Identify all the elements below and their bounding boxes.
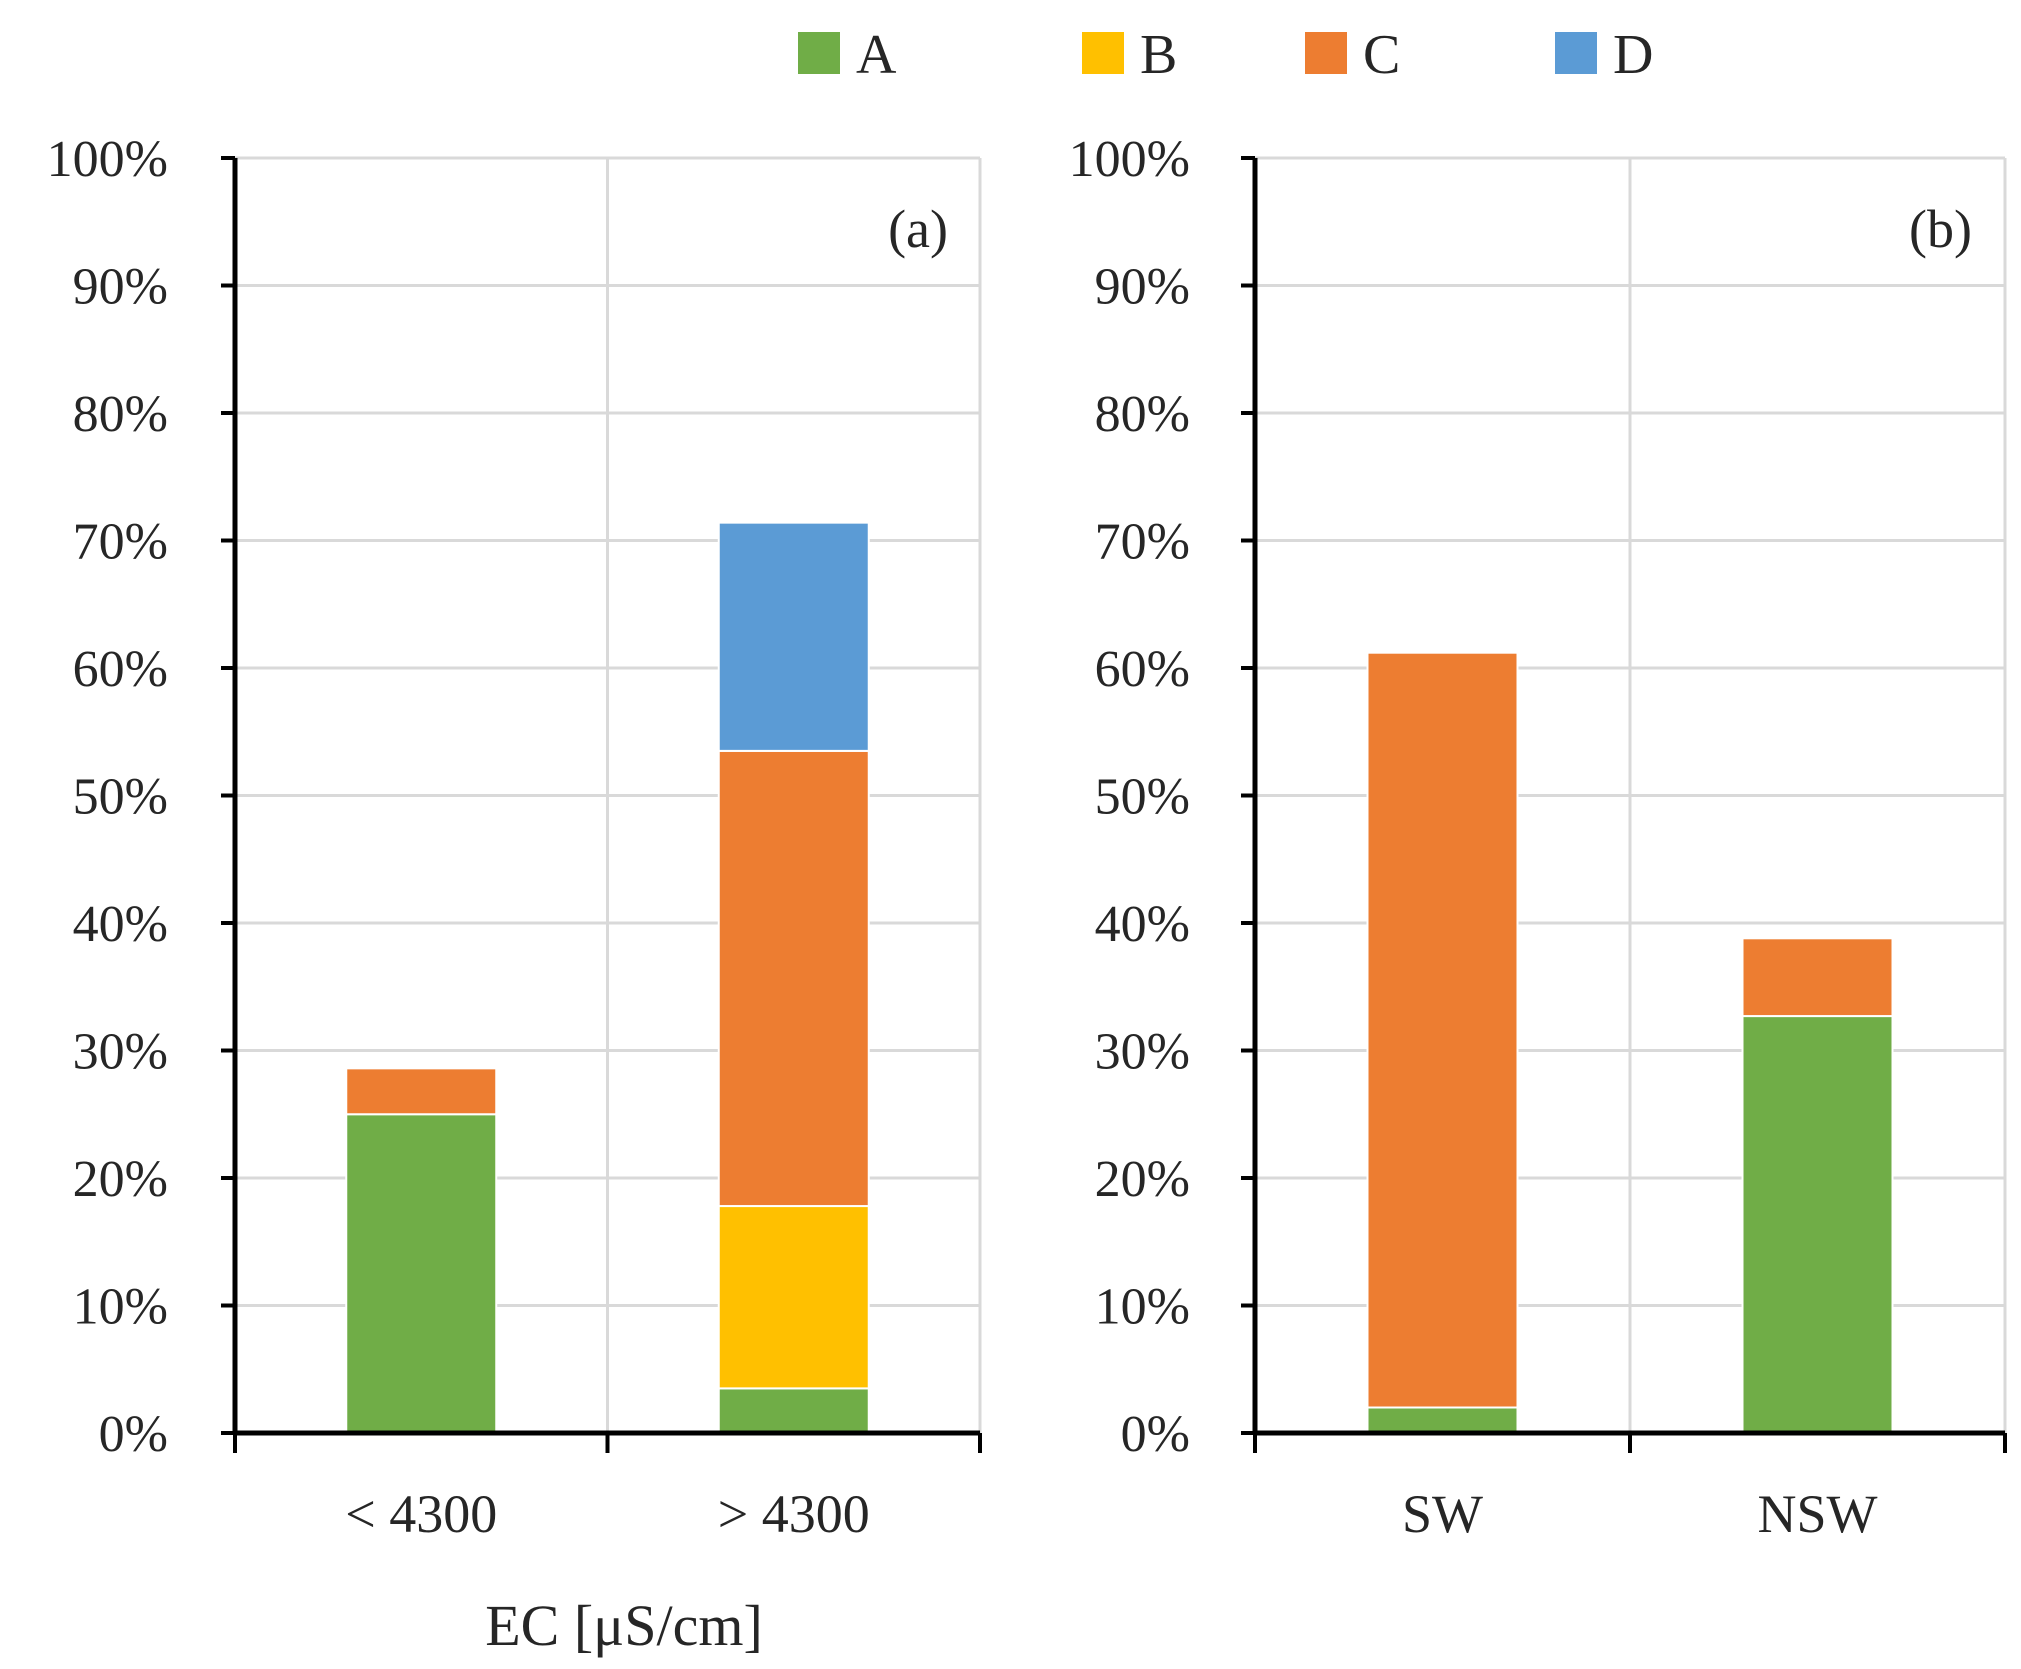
y-tick-label: 90% [73, 259, 168, 316]
y-tick-label: 60% [73, 641, 168, 698]
x-category-label: > 4300 [718, 1484, 870, 1544]
bar-segment-c [345, 1067, 498, 1116]
y-tick-label: 10% [73, 1279, 168, 1336]
y-tick-label: 0% [99, 1406, 168, 1463]
x-category-label: < 4300 [345, 1484, 497, 1544]
y-tick-label: 100% [47, 131, 168, 188]
y-tick-label: 90% [1095, 259, 1190, 316]
x-category-label: SW [1402, 1484, 1483, 1544]
y-tick-label: 60% [1095, 641, 1190, 698]
y-tick-label: 30% [73, 1024, 168, 1081]
bar-segment-a [717, 1387, 870, 1434]
legend-label-a: A [856, 24, 897, 86]
panel-b: 0% 10% 20% 30% 40% 50% 60% 70% 80% 90% 100% SW NSW (b… [1069, 131, 2007, 1544]
bar-segment-a [1741, 1015, 1894, 1434]
bar-segment-d [717, 521, 870, 752]
legend-label-b: B [1140, 24, 1177, 86]
y-tick-label: 70% [73, 514, 168, 571]
y-tick-label: 30% [1095, 1024, 1190, 1081]
x-axis-title: EC [μS/cm] [485, 1593, 763, 1658]
y-tick-label: 100% [1069, 131, 1190, 188]
panel-label: (b) [1909, 199, 1972, 259]
y-tick-label: 20% [1095, 1151, 1190, 1208]
y-tick-label: 80% [73, 386, 168, 443]
y-tick-label: 20% [73, 1151, 168, 1208]
legend-label-d: D [1613, 24, 1653, 86]
y-tick-label: 50% [1095, 769, 1190, 826]
bar-segment-c [717, 749, 870, 1208]
bar-segment-c [1366, 651, 1519, 1409]
bar-segment-c [1741, 937, 1894, 1018]
legend-swatch-a [798, 32, 840, 74]
y-tick-label: 40% [73, 896, 168, 953]
legend-label-c: C [1363, 24, 1400, 86]
bar-segment-b [717, 1205, 870, 1390]
legend: A B C D [798, 24, 1653, 86]
bar-segment-a [345, 1113, 498, 1434]
panel-label: (a) [888, 199, 948, 259]
panel-a: 0% 10% 20% 30% 40% 50% 60% 70% 80% 90% 100% < 4300 >… [47, 131, 982, 1658]
y-tick-label: 70% [1095, 514, 1190, 571]
y-tick-label: 80% [1095, 386, 1190, 443]
y-tick-label: 10% [1095, 1279, 1190, 1336]
y-tick-label: 40% [1095, 896, 1190, 953]
x-category-label: NSW [1758, 1484, 1878, 1544]
legend-swatch-c [1305, 32, 1347, 74]
legend-swatch-d [1555, 32, 1597, 74]
bar-segment-a [1366, 1406, 1519, 1434]
legend-swatch-b [1082, 32, 1124, 74]
y-tick-label: 50% [73, 769, 168, 826]
y-tick-label: 0% [1121, 1406, 1190, 1463]
